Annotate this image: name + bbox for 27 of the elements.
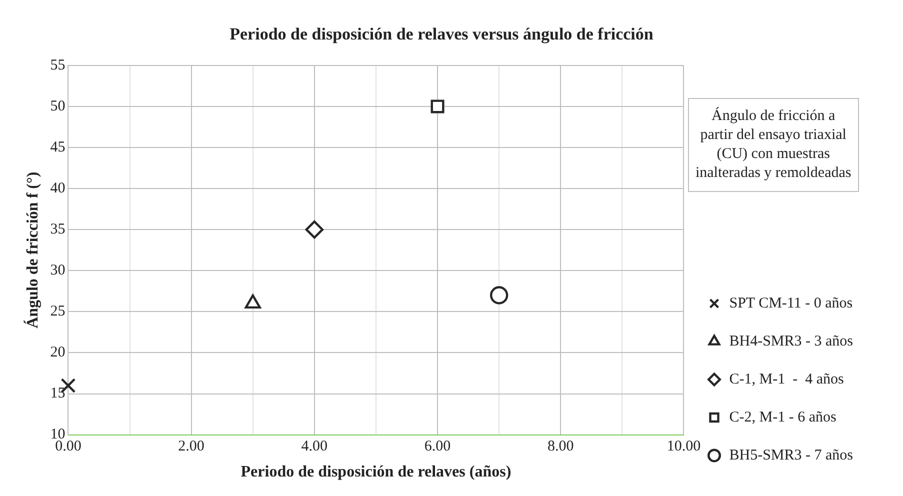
- chart-title: Periodo de disposición de relaves versus ángulo de fricción: [230, 24, 654, 44]
- x-axis-title: Periodo de disposición de relaves (años): [240, 464, 512, 481]
- x-tick-label: 8.00: [548, 438, 574, 455]
- y-axis-title: Ángulo de fricción f (°): [24, 172, 42, 328]
- legend-title: Ángulo de fricción a partir del ensayo triaxial (CU) con muestras inalteradas y remoldeadas: [688, 98, 859, 192]
- point: [430, 100, 444, 114]
- y-tick-label: 25: [50, 304, 66, 320]
- point: [490, 286, 508, 304]
- y-tick-label: 15: [50, 386, 66, 402]
- legend-label: C-1, M-1 - 4 años: [729, 371, 844, 388]
- legend-label: BH5-SMR3 - 7 años: [729, 447, 854, 464]
- x-tick-label: 0.00: [55, 438, 82, 455]
- y-tick-label: 35: [50, 222, 66, 238]
- y-tick-label: 20: [50, 344, 66, 361]
- y-tick-label: 50: [50, 98, 66, 114]
- x-tick-label: 10.00: [666, 438, 701, 455]
- x-tick-label: 6.00: [424, 438, 451, 455]
- legend-label: C-2, M-1 - 6 años: [729, 409, 836, 426]
- y-tick-label: 45: [50, 139, 66, 156]
- point: [305, 220, 324, 239]
- y-tick-label: 55: [50, 57, 66, 74]
- legend-label: BH4-SMR3 - 3 años: [729, 333, 854, 350]
- x-tick-label: 4.00: [301, 438, 328, 455]
- y-tick-label: 40: [50, 180, 66, 196]
- x-tick-label: 2.00: [178, 438, 204, 455]
- legend-label: SPT CM-11 - 0 años: [729, 295, 853, 312]
- y-tick-label: 30: [50, 262, 66, 279]
